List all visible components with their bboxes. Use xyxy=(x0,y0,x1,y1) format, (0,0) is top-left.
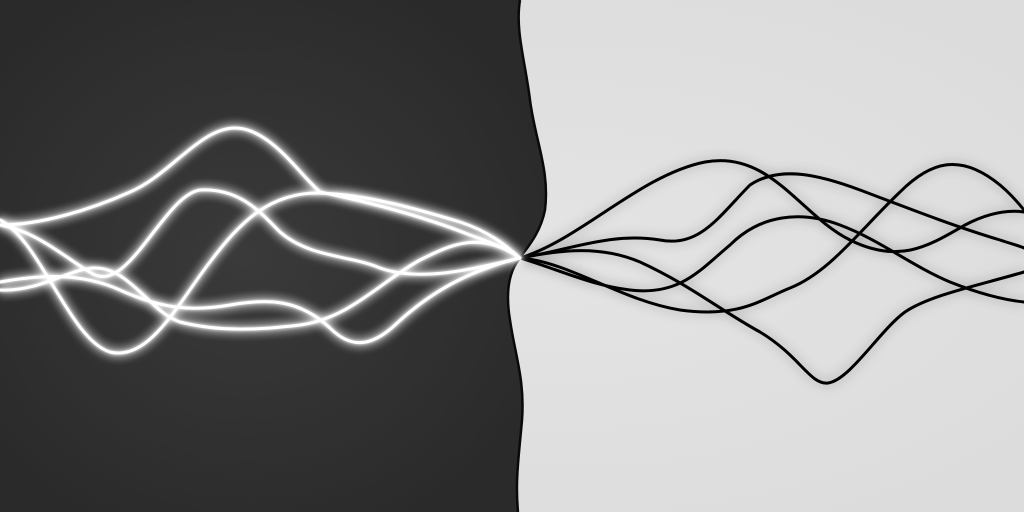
left-wave-line-4 xyxy=(0,191,522,355)
left-wave-line-1 xyxy=(0,126,522,260)
left-wave-line-3 xyxy=(0,240,522,331)
right-wave-line-2 xyxy=(518,249,1024,385)
right-wave-line-4 xyxy=(518,172,1024,260)
dark-background xyxy=(0,0,547,512)
right-wave-line-1 xyxy=(518,159,1024,260)
left-wave-lines xyxy=(0,126,522,355)
right-wave-lines xyxy=(518,159,1024,385)
left-wave-line-5 xyxy=(0,256,522,345)
right-wave-line-5 xyxy=(518,215,1024,304)
right-wave-line-3 xyxy=(518,162,1024,314)
left-wave-line-2 xyxy=(0,188,522,279)
